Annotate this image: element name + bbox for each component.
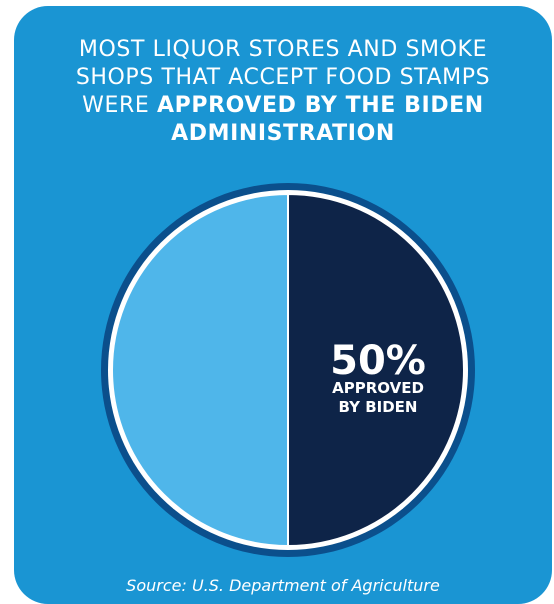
title-line-4-bold: ADMINISTRATION	[171, 121, 395, 146]
pie-slice-1	[287, 192, 465, 548]
infographic-card: MOST LIQUOR STORES AND SMOKE SHOPS THAT …	[14, 6, 552, 604]
title-line-3-normal: WERE	[82, 93, 157, 118]
slice-label-line-2: BY BIDEN	[339, 398, 418, 416]
title-line-3-bold: APPROVED BY THE BIDEN	[157, 93, 484, 118]
title-line-2: SHOPS THAT ACCEPT FOOD STAMPS	[75, 65, 491, 90]
pie-chart: 50% APPROVED BY BIDEN	[101, 183, 475, 557]
slice-label-line-1: APPROVED	[332, 379, 424, 397]
slice-percent-label: 50%	[330, 338, 426, 384]
source-note: Source: U.S. Department of Agriculture	[126, 576, 440, 595]
chart-title: MOST LIQUOR STORES AND SMOKE SHOPS THAT …	[14, 36, 552, 148]
pie-slice-2	[111, 192, 289, 548]
title-line-1: MOST LIQUOR STORES AND SMOKE	[78, 37, 488, 62]
pie-slices	[111, 192, 465, 548]
